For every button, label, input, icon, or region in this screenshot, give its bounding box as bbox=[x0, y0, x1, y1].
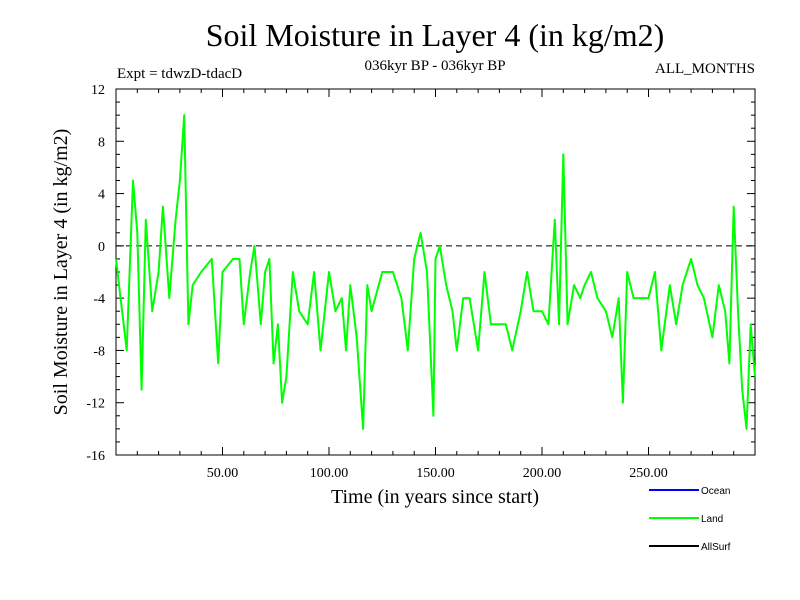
legend-label-ocean: Ocean bbox=[701, 486, 730, 497]
x-tick-label: 200.00 bbox=[523, 466, 562, 481]
legend-item-allsurf: AllSurf bbox=[649, 542, 731, 553]
y-tick-label: 0 bbox=[98, 240, 105, 255]
experiment-label: Expt = tdwzD-tdacD bbox=[117, 66, 242, 82]
y-tick-label: -12 bbox=[86, 397, 105, 412]
y-tick-label: -16 bbox=[86, 449, 105, 464]
x-axis: 50.00 100.00 150.00 200.00 250.00 bbox=[136, 89, 735, 481]
x-tick-label: 100.00 bbox=[310, 466, 349, 481]
period-label: 036kyr BP - 036kyr BP bbox=[364, 58, 505, 74]
y-axis-title: Soil Moisture in Layer 4 (in kg/m2) bbox=[50, 129, 72, 416]
chart-title: Soil Moisture in Layer 4 (in kg/m2) bbox=[206, 17, 665, 53]
legend-label-allsurf: AllSurf bbox=[701, 542, 731, 553]
y-tick-label: -8 bbox=[93, 344, 105, 359]
x-tick-label: 150.00 bbox=[416, 466, 455, 481]
x-axis-title: Time (in years since start) bbox=[331, 486, 539, 508]
y-tick-label: 8 bbox=[98, 135, 105, 150]
legend-item-ocean: Ocean bbox=[649, 486, 730, 497]
y-tick-label: 4 bbox=[98, 188, 105, 203]
y-tick-label: 12 bbox=[91, 83, 105, 98]
series-layer bbox=[115, 114, 756, 430]
legend-label-land: Land bbox=[701, 514, 723, 525]
legend-item-land: Land bbox=[649, 514, 723, 525]
months-label: ALL_MONTHS bbox=[655, 61, 755, 77]
x-tick-label: 250.00 bbox=[629, 466, 668, 481]
y-tick-label: -4 bbox=[93, 292, 105, 307]
series-line-land bbox=[115, 114, 756, 430]
plot-area: 12 8 4 0 -4 -8 -12 -16 50.00 100.00 150.00 200.00 2… bbox=[86, 83, 756, 481]
x-tick-label: 50.00 bbox=[207, 466, 239, 481]
legend: Ocean Land AllSurf bbox=[649, 486, 731, 553]
